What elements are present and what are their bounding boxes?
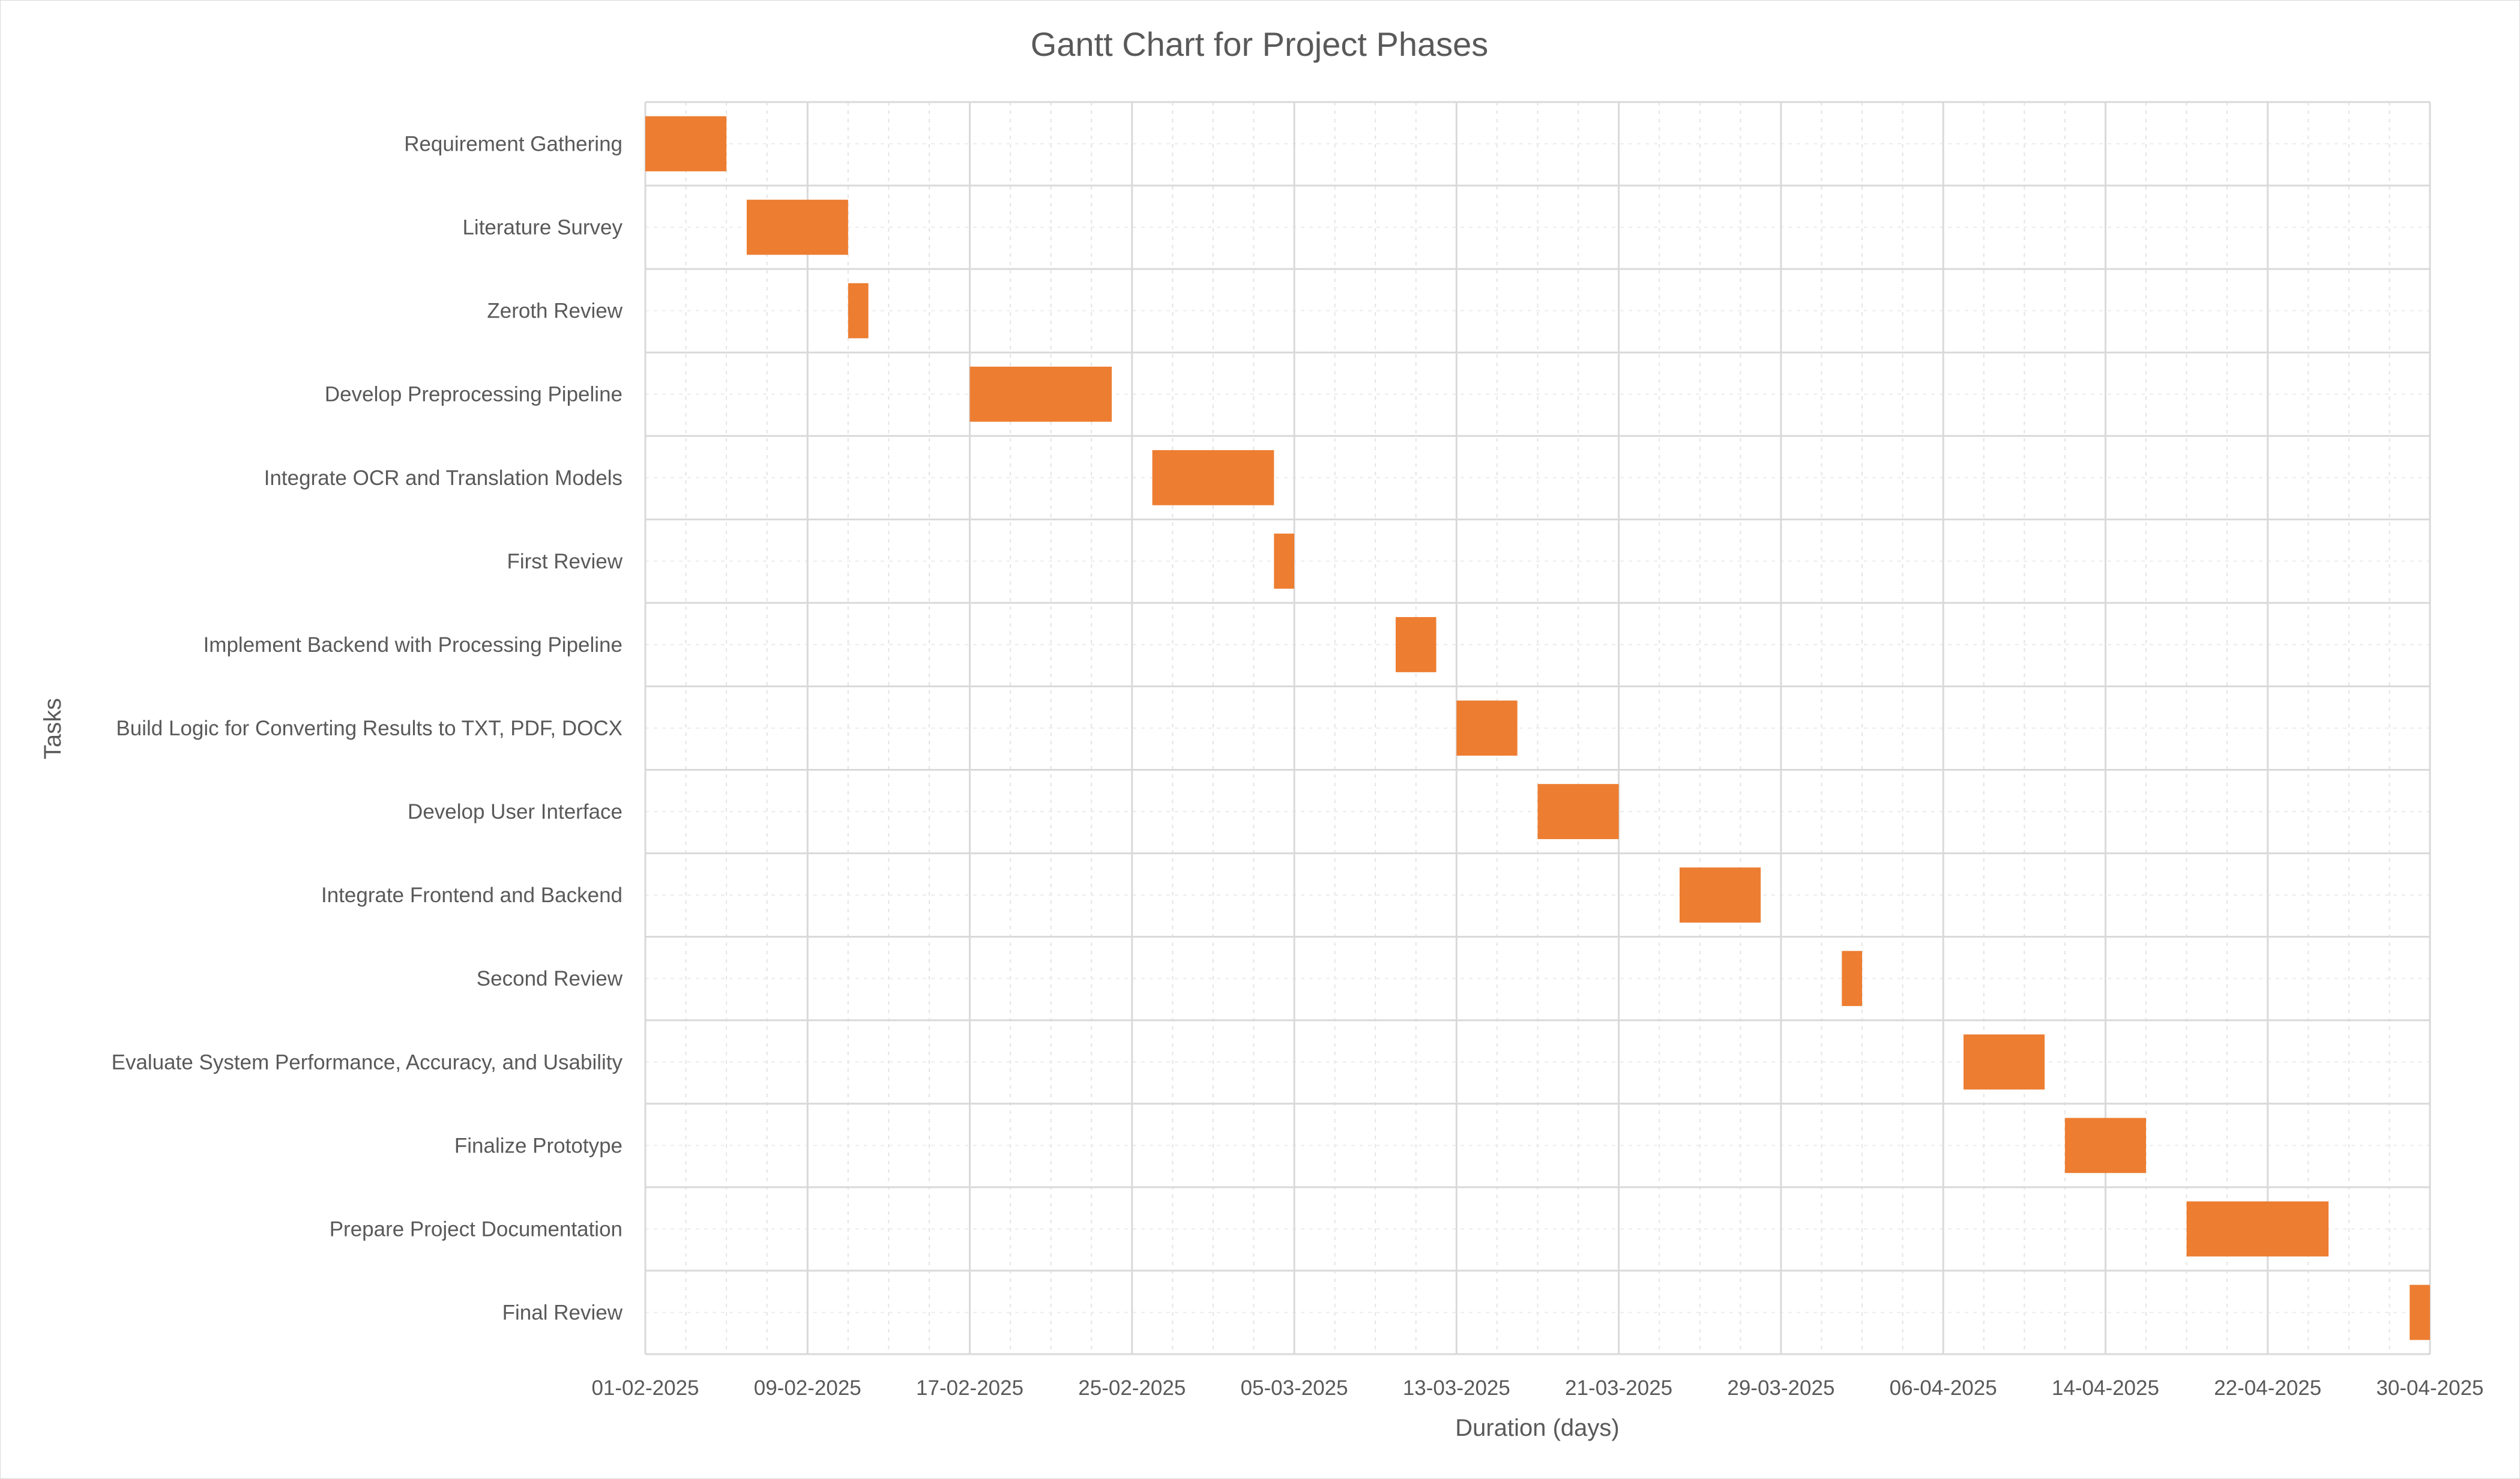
task-label: Literature Survey <box>462 216 622 239</box>
task-label: Finalize Prototype <box>454 1134 622 1157</box>
gantt-bar <box>1274 533 1295 589</box>
x-tick-label: 21-03-2025 <box>1565 1376 1672 1400</box>
x-tick-label: 06-04-2025 <box>1890 1376 1997 1400</box>
gantt-bar <box>1963 1034 2045 1090</box>
x-tick-label: 13-03-2025 <box>1403 1376 1510 1400</box>
task-label: Integrate OCR and Translation Models <box>264 466 622 490</box>
gantt-bar <box>1396 617 1436 672</box>
gantt-bar <box>2064 1118 2147 1173</box>
task-label: Final Review <box>502 1301 623 1324</box>
task-label: Develop Preprocessing Pipeline <box>325 383 622 406</box>
task-label: Evaluate System Performance, Accuracy, a… <box>112 1050 623 1074</box>
grid-layer <box>644 101 2431 1355</box>
bars-layer <box>645 116 2430 1340</box>
x-tick-label: 01-02-2025 <box>591 1376 699 1400</box>
gantt-bar <box>848 283 869 339</box>
task-label: Zeroth Review <box>487 300 622 323</box>
x-tick-label: 05-03-2025 <box>1241 1376 1348 1400</box>
gantt-bar <box>1456 700 1518 756</box>
task-label: Requirement Gathering <box>404 133 622 156</box>
task-label: Develop User Interface <box>408 800 622 824</box>
gantt-bar <box>1842 951 1863 1007</box>
gantt-bar <box>2186 1201 2329 1257</box>
gantt-bar <box>645 116 727 172</box>
x-tick-label: 09-02-2025 <box>754 1376 861 1400</box>
y-axis-title: Tasks <box>40 698 66 759</box>
task-label: Implement Backend with Processing Pipeli… <box>203 633 622 657</box>
gantt-bar <box>2410 1285 2430 1340</box>
x-tick-label: 17-02-2025 <box>916 1376 1023 1400</box>
x-tick-label: 22-04-2025 <box>2214 1376 2321 1400</box>
task-label: Second Review <box>477 967 623 990</box>
task-label: Integrate Frontend and Backend <box>321 884 622 907</box>
x-tick-label: 14-04-2025 <box>2052 1376 2159 1400</box>
chart-title: Gantt Chart for Project Phases <box>1031 25 1489 63</box>
gantt-bar <box>1537 784 1619 839</box>
task-label: First Review <box>507 550 622 573</box>
x-tick-label: 25-02-2025 <box>1078 1376 1186 1400</box>
labels-layer: Requirement Gathering Literature Survey Ze… <box>112 133 2484 1400</box>
gantt-bar <box>1152 450 1274 505</box>
x-axis-title: Duration (days) <box>1455 1415 1619 1441</box>
x-tick-label: 29-03-2025 <box>1727 1376 1834 1400</box>
x-tick-label: 30-04-2025 <box>2376 1376 2483 1400</box>
task-label: Build Logic for Converting Results to TX… <box>116 717 622 740</box>
gantt-bar <box>969 366 1112 422</box>
gantt-bar <box>1679 867 1761 923</box>
task-label: Prepare Project Documentation <box>330 1217 622 1241</box>
gantt-bar <box>746 199 848 255</box>
